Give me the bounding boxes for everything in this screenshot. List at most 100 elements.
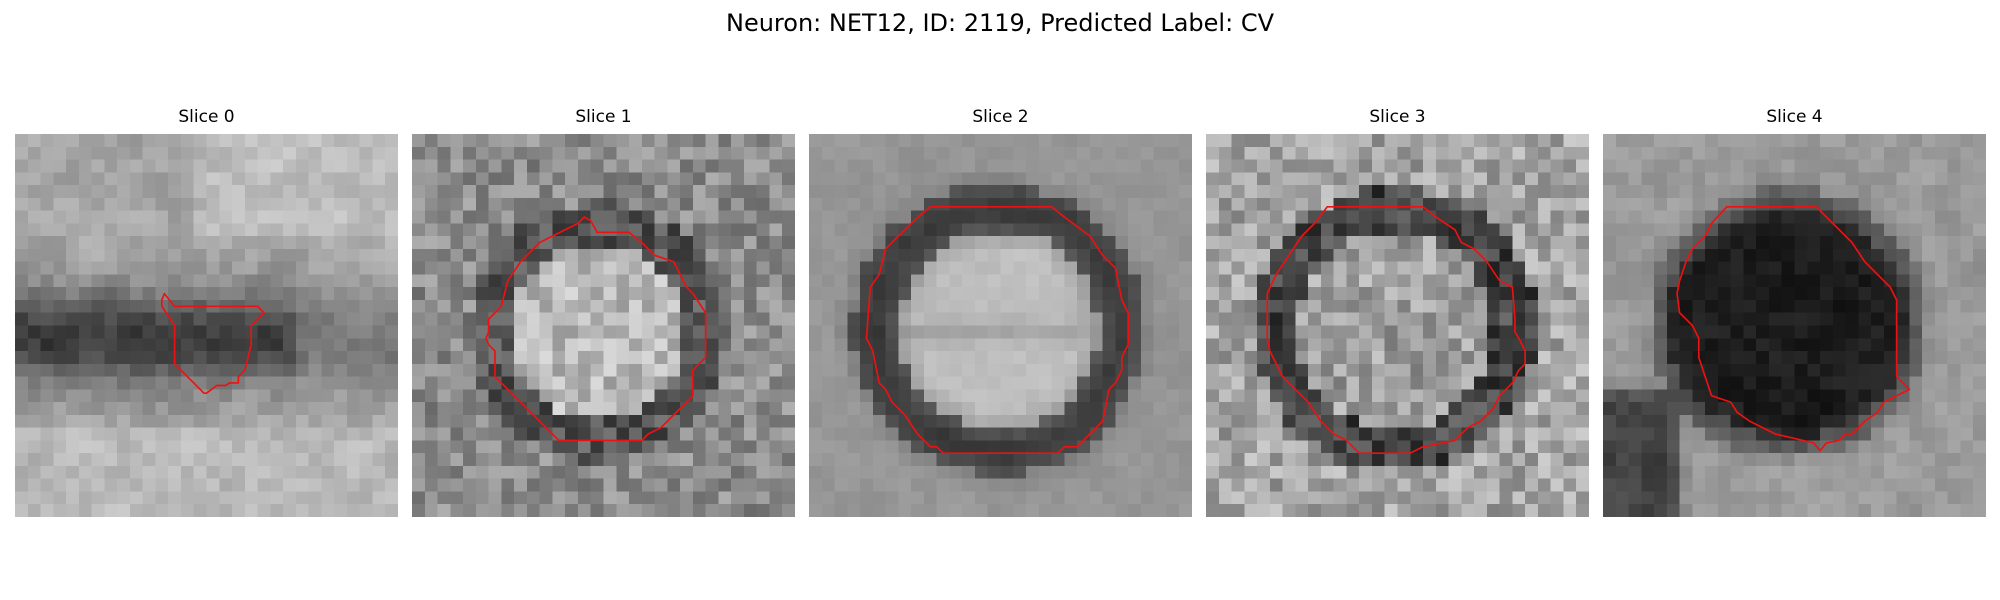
pixel	[1820, 453, 1834, 467]
pixel	[1525, 312, 1539, 326]
pixel	[1077, 197, 1091, 211]
pixel	[1654, 159, 1668, 173]
pixel	[860, 312, 874, 326]
pixel	[1756, 159, 1770, 173]
pixel	[1102, 197, 1116, 211]
pixel	[552, 261, 566, 275]
pixel	[514, 453, 528, 467]
pixel	[1730, 197, 1744, 211]
pixel	[66, 172, 80, 186]
pixel	[142, 248, 156, 262]
pixel	[1026, 376, 1040, 390]
pixel	[1371, 389, 1385, 403]
pixel	[1384, 427, 1398, 441]
pixel	[1269, 363, 1283, 377]
pixel	[346, 465, 360, 479]
pixel	[15, 261, 29, 275]
pixel	[1973, 248, 1986, 262]
pixel	[1153, 236, 1167, 250]
pixel	[1499, 287, 1513, 301]
pixel	[1244, 478, 1258, 492]
pixel	[1883, 274, 1897, 288]
pixel	[1410, 185, 1424, 199]
pixel	[1166, 440, 1180, 454]
pixel	[1550, 274, 1564, 288]
pixel	[180, 351, 194, 365]
pixel	[1781, 312, 1795, 326]
pixel	[860, 248, 874, 262]
pixel	[552, 236, 566, 250]
pixel	[91, 134, 105, 148]
pixel	[1973, 261, 1986, 275]
pixel	[501, 223, 515, 237]
pixel	[168, 389, 182, 403]
pixel	[321, 236, 335, 250]
pixel	[1768, 338, 1782, 352]
pixel	[1333, 312, 1347, 326]
pixel	[1922, 338, 1936, 352]
pixel	[936, 210, 950, 224]
pixel	[1960, 236, 1974, 250]
pixel	[129, 299, 143, 313]
pixel	[1525, 146, 1539, 160]
pixel	[142, 197, 156, 211]
pixel	[1000, 299, 1014, 313]
pixel	[270, 197, 284, 211]
pixel	[1486, 427, 1500, 441]
pixel	[526, 299, 540, 313]
pixel	[232, 325, 246, 339]
pixel	[1333, 376, 1347, 390]
pixel	[1448, 389, 1462, 403]
pixel	[1603, 248, 1617, 262]
pixel	[1064, 402, 1078, 416]
pixel	[1666, 453, 1680, 467]
pixel	[974, 312, 988, 326]
pixel	[1115, 185, 1129, 199]
pixel	[1525, 325, 1539, 339]
pixel	[1525, 453, 1539, 467]
pixel	[1218, 427, 1232, 441]
pixel	[1820, 185, 1834, 199]
pixel	[1883, 440, 1897, 454]
pixel	[219, 274, 233, 288]
pixel	[359, 465, 373, 479]
pixel	[1474, 159, 1488, 173]
pixel	[1794, 427, 1808, 441]
pixel	[577, 402, 591, 416]
pixel	[590, 248, 604, 262]
pixel	[1641, 287, 1655, 301]
pixel	[1026, 236, 1040, 250]
pixel	[847, 414, 861, 428]
pixel	[244, 402, 258, 416]
pixel	[1115, 478, 1129, 492]
pixel	[1807, 159, 1821, 173]
pixel	[641, 146, 655, 160]
pixel	[834, 338, 848, 352]
pixel	[346, 210, 360, 224]
pixel	[1102, 389, 1116, 403]
pixel	[1499, 261, 1513, 275]
pixel	[923, 465, 937, 479]
pixel	[117, 338, 131, 352]
pixel	[53, 312, 67, 326]
pixel	[1705, 402, 1719, 416]
pixel	[1077, 325, 1091, 339]
pixel	[1896, 172, 1910, 186]
pixel	[257, 351, 271, 365]
pixel	[1231, 159, 1245, 173]
pixel	[1384, 363, 1398, 377]
pixel	[731, 478, 745, 492]
pixel	[78, 248, 92, 262]
pixel	[15, 248, 29, 262]
pixel	[1717, 146, 1731, 160]
pixel	[78, 197, 92, 211]
pixel	[244, 440, 258, 454]
pixel	[104, 210, 118, 224]
pixel	[424, 414, 438, 428]
pixel	[501, 299, 515, 313]
pixel	[782, 210, 795, 224]
pixel	[821, 465, 835, 479]
pixel	[308, 325, 322, 339]
pixel	[590, 440, 604, 454]
pixel	[372, 504, 386, 517]
